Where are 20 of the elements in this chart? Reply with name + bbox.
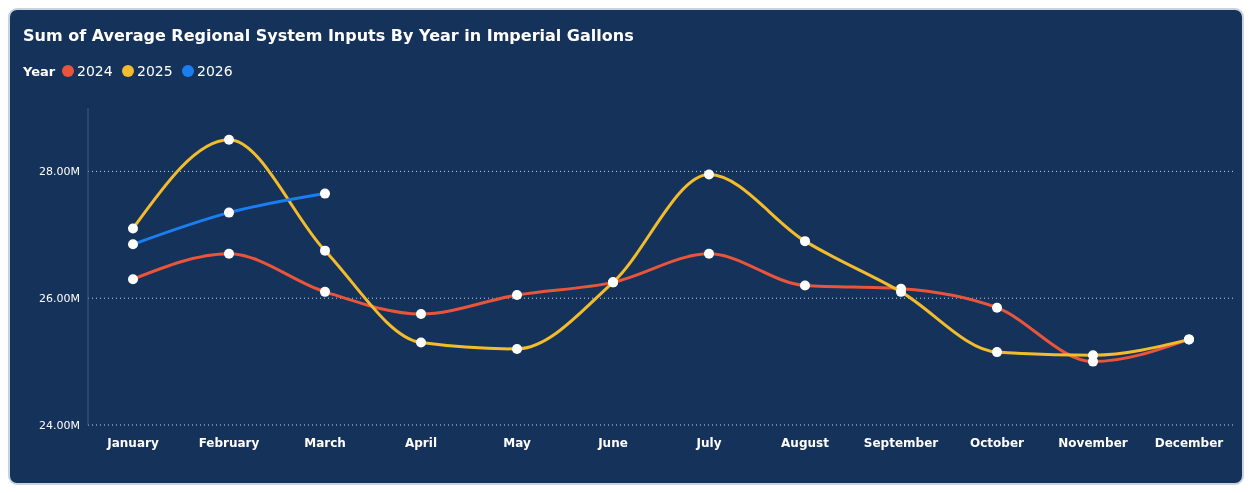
y-tick-label: 28.00M: [39, 165, 80, 179]
x-tick-label: July: [695, 436, 722, 450]
x-tick-label: April: [404, 436, 438, 450]
x-tick-label: August: [781, 436, 830, 450]
x-tick-label: November: [1058, 436, 1128, 450]
chart-title: Sum of Average Regional System Inputs By Year in Imperial Gallons: [23, 26, 634, 45]
legend-title: Year: [22, 64, 56, 79]
legend-label: 2026: [197, 63, 233, 79]
x-tick-label: February: [198, 436, 260, 450]
x-tick-label: October: [970, 436, 1025, 450]
legend-label: 2025: [137, 63, 173, 79]
x-tick-label: May: [503, 436, 531, 450]
x-tick-label: January: [106, 436, 159, 450]
y-tick-label: 24.00M: [39, 419, 80, 432]
x-tick-label: June: [597, 436, 628, 450]
legend-label: 2024: [77, 63, 113, 79]
x-tick-label: March: [304, 436, 346, 450]
y-tick-label: 26.00M: [39, 292, 80, 306]
x-tick-label: September: [863, 436, 939, 450]
x-tick-label: December: [1154, 436, 1224, 450]
